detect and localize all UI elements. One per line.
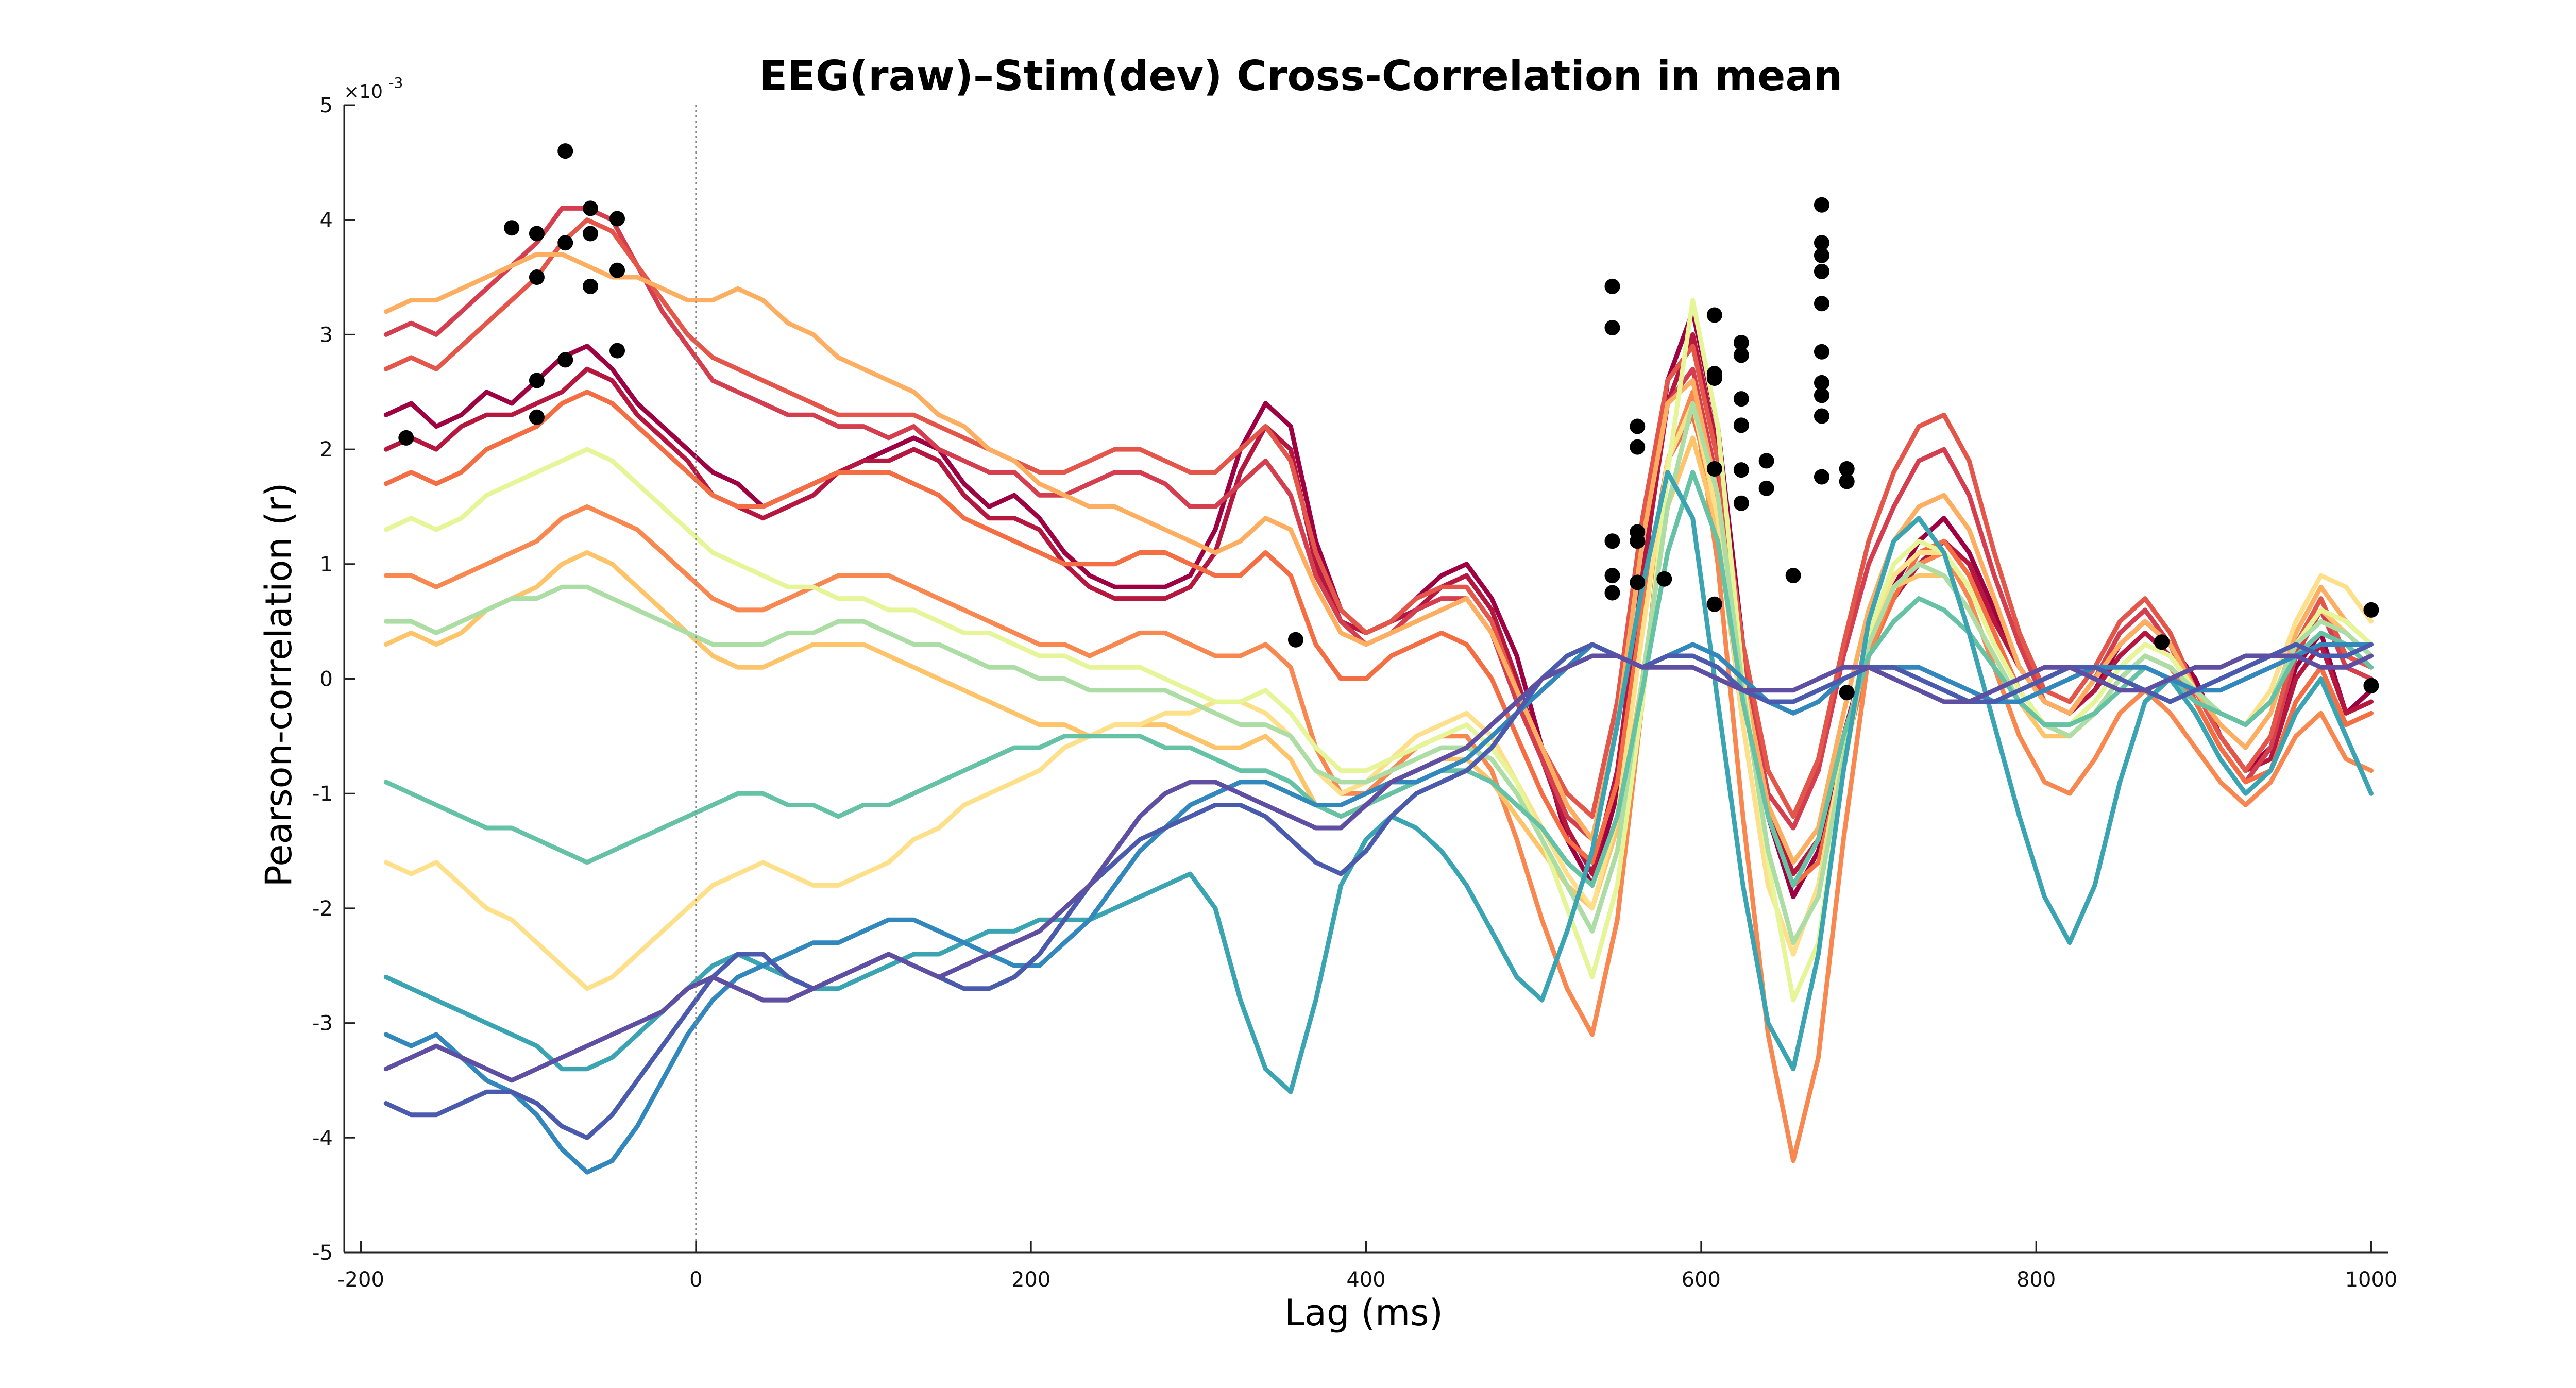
peak-marker-3 xyxy=(529,226,545,242)
peak-marker-34 xyxy=(1733,347,1749,363)
y-tick-label: -5 xyxy=(312,1241,333,1265)
x-tick-label: 600 xyxy=(1682,1268,1721,1292)
peak-marker-56 xyxy=(2363,602,2379,618)
peak-marker-28 xyxy=(1706,307,1722,323)
x-tick-label: -200 xyxy=(337,1268,384,1292)
peak-marker-52 xyxy=(1839,461,1855,477)
peak-marker-1 xyxy=(398,430,414,446)
peak-marker-19 xyxy=(1604,533,1620,549)
peak-marker-5 xyxy=(529,373,545,388)
y-tick-label: 4 xyxy=(320,209,333,232)
peak-marker-37 xyxy=(1733,462,1749,478)
peak-marker-31 xyxy=(1706,461,1722,477)
peak-marker-21 xyxy=(1604,585,1620,601)
peak-marker-6 xyxy=(529,409,545,425)
chart-title: EEG(raw)–Stim(dev) Cross-Correlation in … xyxy=(759,52,1843,100)
peak-marker-27 xyxy=(1656,571,1672,587)
series-line-14 xyxy=(383,642,2374,1175)
peak-marker-55 xyxy=(2154,634,2170,650)
peak-marker-45 xyxy=(1814,263,1829,279)
y-axis-exponent-power: -3 xyxy=(388,74,403,91)
x-tick-label: 1000 xyxy=(2345,1268,2398,1292)
peak-marker-33 xyxy=(1733,334,1749,350)
peak-marker-4 xyxy=(529,269,545,285)
x-tick-label: 0 xyxy=(689,1268,702,1292)
peak-marker-57 xyxy=(2363,678,2379,693)
peak-marker-15 xyxy=(609,343,625,359)
series-line-15 xyxy=(383,642,2374,1140)
y-tick-label: 1 xyxy=(320,553,333,577)
y-tick-label: -4 xyxy=(312,1126,333,1150)
peak-marker-41 xyxy=(1785,568,1801,584)
peak-marker-12 xyxy=(582,278,598,294)
peak-marker-8 xyxy=(557,235,573,251)
x-tick-label: 200 xyxy=(1011,1268,1050,1292)
x-tick-label: 800 xyxy=(2016,1268,2056,1292)
peak-marker-54 xyxy=(1839,685,1855,701)
peak-marker-43 xyxy=(1814,235,1829,251)
peak-marker-51 xyxy=(1814,469,1829,485)
peak-marker-30 xyxy=(1706,370,1722,386)
peak-marker-40 xyxy=(1758,480,1774,496)
peak-marker-18 xyxy=(1604,320,1620,336)
peak-marker-32 xyxy=(1706,596,1722,612)
peak-marker-20 xyxy=(1604,568,1620,584)
peak-marker-17 xyxy=(1604,278,1620,294)
peak-marker-39 xyxy=(1758,453,1774,469)
y-axis-exponent: ×10 -3 xyxy=(344,74,403,103)
peak-marker-13 xyxy=(609,211,625,227)
series-layer xyxy=(383,206,2374,1175)
peak-marker-16 xyxy=(1287,632,1303,648)
y-axis-exponent-base: ×10 xyxy=(344,81,383,103)
series-line-12 xyxy=(383,470,2374,888)
series-line-7 xyxy=(383,252,2374,865)
peak-marker-36 xyxy=(1733,417,1749,433)
y-tick-label: 5 xyxy=(320,94,333,117)
peak-marker-35 xyxy=(1733,391,1749,407)
peak-marker-25 xyxy=(1630,533,1646,549)
peak-marker-50 xyxy=(1814,408,1829,424)
x-tick-label: 400 xyxy=(1346,1268,1385,1292)
series-line-16 xyxy=(383,653,2374,1083)
peak-marker-26 xyxy=(1630,574,1646,590)
y-tick-label: 2 xyxy=(320,438,333,462)
y-tick-label: 0 xyxy=(320,668,333,691)
peak-marker-38 xyxy=(1733,495,1749,511)
peak-marker-layer xyxy=(398,143,2379,701)
y-axis-label: Pearson-correlation (r) xyxy=(258,483,300,887)
peak-marker-10 xyxy=(582,200,598,216)
peak-marker-44 xyxy=(1814,247,1829,263)
peak-marker-14 xyxy=(609,262,625,278)
y-tick-label: -3 xyxy=(312,1012,333,1036)
peak-marker-2 xyxy=(504,220,520,236)
x-axis-label: Lag (ms) xyxy=(1284,1292,1443,1334)
peak-marker-48 xyxy=(1814,375,1829,391)
y-tick-label: 3 xyxy=(320,323,333,347)
peak-marker-7 xyxy=(557,143,573,159)
y-tick-label: -2 xyxy=(312,897,333,921)
peak-marker-9 xyxy=(557,352,573,368)
peak-marker-11 xyxy=(582,226,598,242)
tick-layer: -200 0 200 400 600 800 1000 -5 -4 -3 -2 -1 0 1 2 3 4 5 xyxy=(312,94,2397,1292)
peak-marker-46 xyxy=(1814,296,1829,312)
peak-marker-42 xyxy=(1814,197,1829,213)
peak-marker-23 xyxy=(1630,439,1646,455)
peak-marker-49 xyxy=(1814,387,1829,403)
y-tick-label: -1 xyxy=(312,782,333,806)
series-line-6 xyxy=(383,390,2374,1163)
peak-marker-47 xyxy=(1814,344,1829,360)
series-line-13 xyxy=(383,470,2374,1094)
peak-marker-22 xyxy=(1630,418,1646,434)
peak-marker-53 xyxy=(1839,473,1855,489)
